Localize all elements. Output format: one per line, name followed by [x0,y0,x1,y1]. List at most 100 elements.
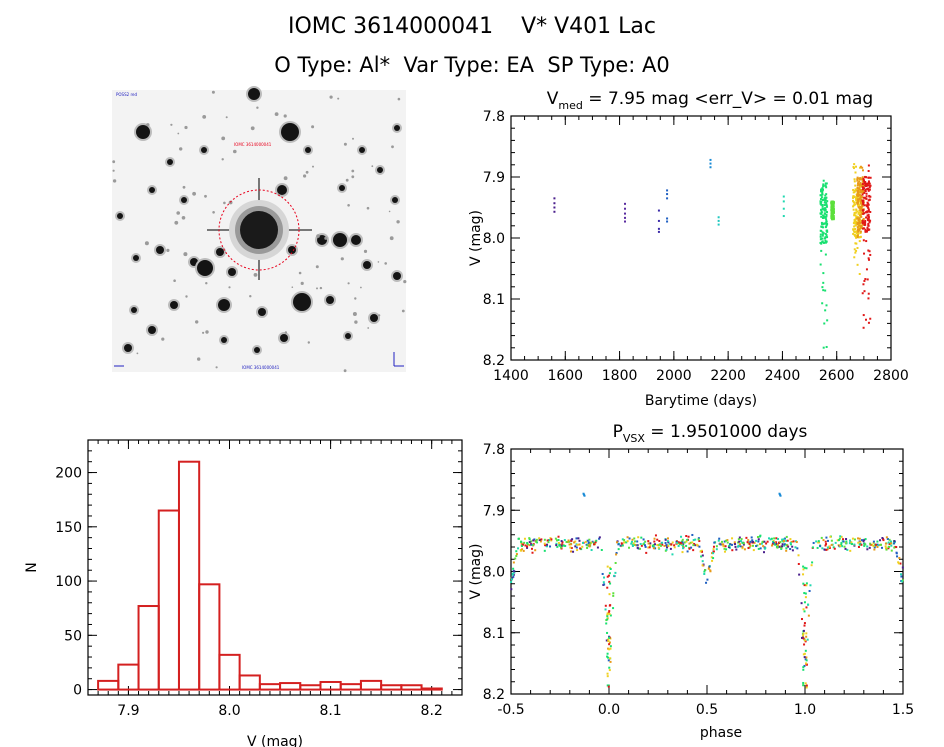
data-point [584,540,587,543]
data-point [824,540,827,543]
data-point [667,544,670,547]
data-point [589,542,592,545]
data-point [876,543,879,546]
data-point [575,546,578,549]
data-point [682,547,685,550]
field-star [131,307,137,313]
data-point [773,537,776,540]
data-point [826,230,829,233]
data-point [823,197,826,200]
data-point [832,203,835,206]
data-point [712,548,715,551]
data-point [535,538,538,541]
data-point [888,542,891,545]
faint-star [202,115,207,119]
data-point [858,537,861,540]
faint-star [396,220,400,224]
x-axis-label: Barytime (days) [645,393,757,409]
data-point [658,540,661,543]
data-point [843,545,846,548]
data-point [856,246,859,249]
data-point [820,211,823,214]
data-point [658,547,661,550]
x-axis-label: phase [700,725,742,741]
y-axis-label: V (mag) [468,543,484,599]
data-point [628,537,631,540]
data-point [722,545,725,548]
data-point [873,546,876,549]
data-point [820,221,823,224]
data-point [863,290,866,293]
data-point [863,279,866,282]
data-point [614,561,617,564]
field-star [377,167,383,173]
data-point [679,541,682,544]
data-point [692,544,695,547]
data-point [855,236,858,239]
y-tick-label: 7.9 [483,503,505,519]
data-point [691,533,694,536]
data-point [607,611,610,614]
data-point [609,657,612,660]
data-point [844,547,847,550]
data-point [862,201,865,204]
data-point [800,602,803,605]
data-point [867,184,870,187]
data-point [741,547,744,550]
data-point [817,541,820,544]
data-point [717,219,720,222]
y-tick-label: 100 [55,574,82,590]
data-point [860,183,863,186]
data-point [776,543,779,546]
data-point [849,549,852,552]
data-point [586,546,589,549]
y-tick-label: 0 [73,683,82,699]
data-point [609,567,612,570]
data-point [867,203,870,206]
data-point [887,547,890,550]
data-point [821,234,824,237]
data-point [866,548,869,551]
data-point [561,544,564,547]
data-point [663,544,666,547]
data-point [532,539,535,542]
data-point [609,645,612,648]
data-point [860,539,863,542]
faint-star [316,234,320,238]
chart-title: IOMC 3614000041 V* V401 Lac [288,14,656,39]
data-point [825,186,828,189]
data-point [653,543,656,546]
field-star [181,197,187,203]
data-point [805,584,808,587]
data-point [865,184,868,187]
data-point [689,541,692,544]
data-point [821,237,824,240]
data-point [603,583,606,586]
data-point [578,543,581,546]
histogram-bar [137,605,160,691]
data-point [854,188,857,191]
data-point [609,660,612,663]
data-point [652,547,655,550]
data-point [581,545,584,548]
data-point [560,547,563,550]
data-point [825,536,828,539]
data-point [701,554,704,557]
data-point [738,543,741,546]
data-point [797,554,800,557]
data-point [867,202,870,205]
data-point [822,184,825,187]
data-point [826,236,829,239]
data-point [749,544,752,547]
faint-star [204,194,207,198]
field-star [124,344,132,352]
data-point [822,226,825,229]
data-point [884,542,887,545]
data-point [869,210,872,213]
field-star [133,255,139,261]
data-point [804,682,807,685]
data-point [797,562,800,565]
data-point [549,537,552,540]
data-point [528,538,531,541]
data-point [821,191,824,194]
